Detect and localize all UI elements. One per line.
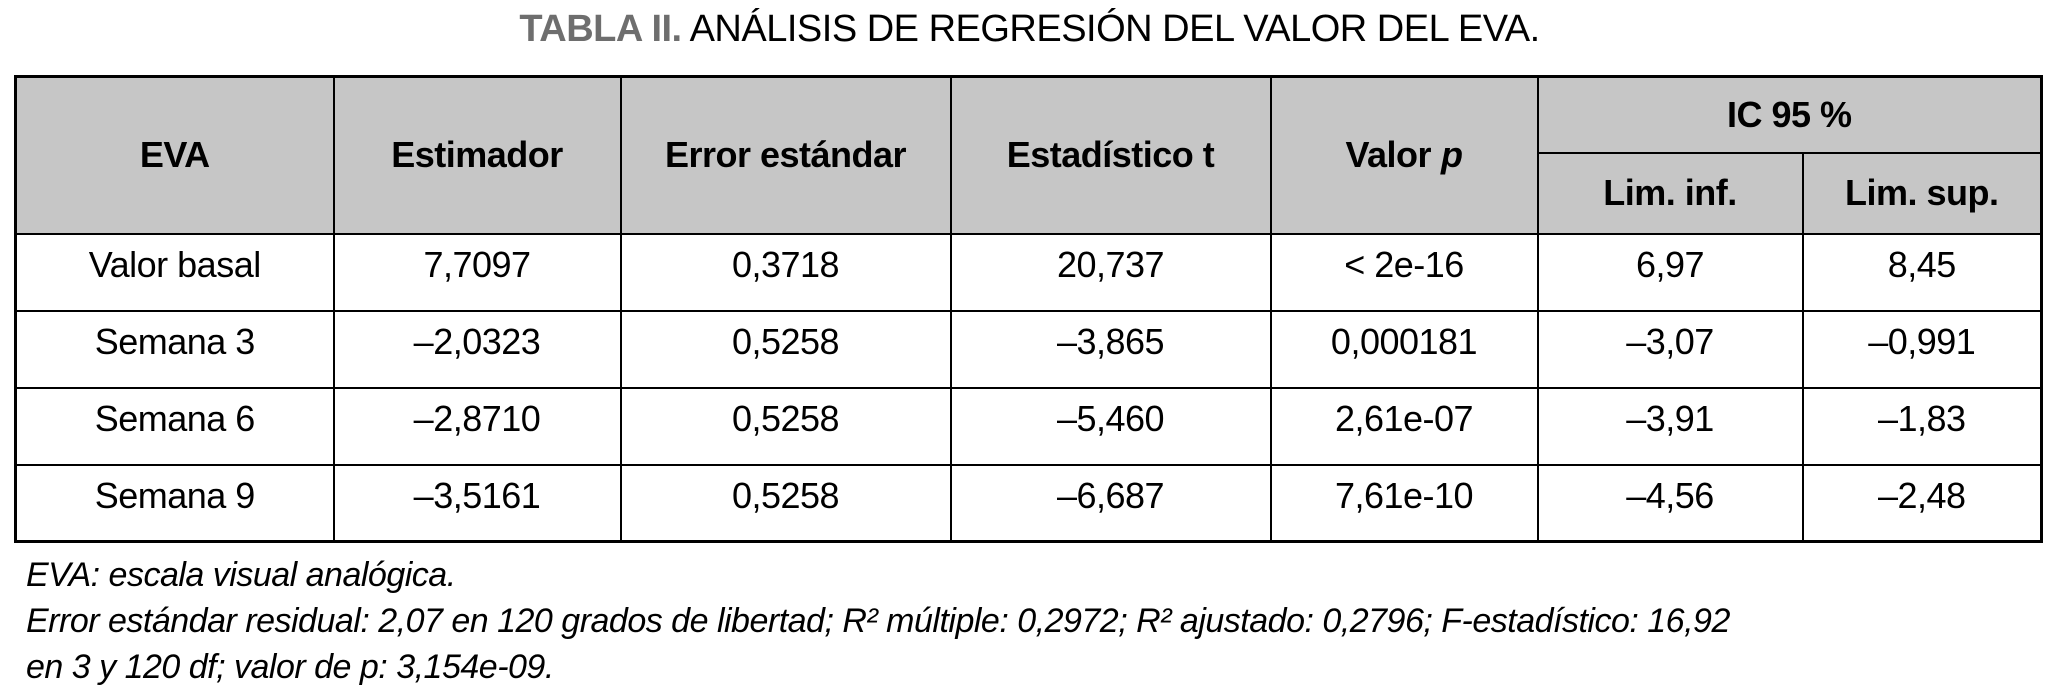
header-valor-p: Valor p <box>1269 75 1539 235</box>
header-estimador: Estimador <box>332 75 622 235</box>
header-error-estandar: Error estándar <box>619 75 952 235</box>
cell-valor-p: 0,000181 <box>1269 309 1539 389</box>
cell-lim-inf: 6,97 <box>1536 232 1804 312</box>
header-eva: EVA <box>14 75 335 235</box>
header-row-top: EVA Estimador Error estándar Estadístico… <box>14 75 2043 235</box>
cell-lim-sup: 8,45 <box>1801 232 2043 312</box>
cell-lim-sup: –2,48 <box>1801 463 2043 543</box>
table-row-valor-basal: Valor basal 7,7097 0,3718 20,737 < 2e-16… <box>14 232 2043 312</box>
cell-estimador: –2,0323 <box>332 309 622 389</box>
table-title: TABLA II. ANÁLISIS DE REGRESIÓN DEL VALO… <box>0 8 2059 51</box>
cell-valor-p: 7,61e-10 <box>1269 463 1539 543</box>
header-lim-inf: Lim. inf. <box>1536 151 1804 235</box>
cell-error-estandar: 0,5258 <box>619 386 952 466</box>
cell-row-label: Semana 3 <box>14 309 335 389</box>
header-ic95: IC 95 % <box>1536 75 2043 154</box>
cell-estimador: 7,7097 <box>332 232 622 312</box>
cell-row-label: Valor basal <box>14 232 335 312</box>
header-valor-p-symbol: p <box>1441 134 1463 176</box>
footnote-line-3: en 3 y 120 df; valor de p: 3,154e-09. <box>26 648 554 686</box>
cell-error-estandar: 0,3718 <box>619 232 952 312</box>
cell-lim-inf: –3,91 <box>1536 386 1804 466</box>
cell-estimador: –3,5161 <box>332 463 622 543</box>
header-lim-sup: Lim. sup. <box>1801 151 2043 235</box>
cell-lim-inf: –3,07 <box>1536 309 1804 389</box>
cell-row-label: Semana 9 <box>14 463 335 543</box>
cell-valor-p: < 2e-16 <box>1269 232 1539 312</box>
cell-estadistico-t: –6,687 <box>949 463 1272 543</box>
cell-error-estandar: 0,5258 <box>619 463 952 543</box>
cell-estadistico-t: –3,865 <box>949 309 1272 389</box>
footnote-line-2: Error estándar residual: 2,07 en 120 gra… <box>26 602 1730 640</box>
table-title-label: TABLA II. <box>519 8 682 50</box>
footnote-line-1: EVA: escala visual analógica. <box>26 556 456 594</box>
cell-lim-sup: –1,83 <box>1801 386 2043 466</box>
cell-estimador: –2,8710 <box>332 386 622 466</box>
cell-row-label: Semana 6 <box>14 386 335 466</box>
footnotes: EVA: escala visual analógica. Error está… <box>26 552 2036 690</box>
table-row-semana-6: Semana 6 –2,8710 0,5258 –5,460 2,61e-07 … <box>14 386 2043 466</box>
table-title-text: ANÁLISIS DE REGRESIÓN DEL VALOR DEL EVA. <box>681 8 1541 50</box>
cell-lim-sup: –0,991 <box>1801 309 2043 389</box>
header-estadistico-t: Estadístico t <box>949 75 1272 235</box>
regression-table: EVA Estimador Error estándar Estadístico… <box>14 75 2043 543</box>
cell-lim-inf: –4,56 <box>1536 463 1804 543</box>
table-row-semana-9: Semana 9 –3,5161 0,5258 –6,687 7,61e-10 … <box>14 463 2043 543</box>
table-row-semana-3: Semana 3 –2,0323 0,5258 –3,865 0,000181 … <box>14 309 2043 389</box>
cell-error-estandar: 0,5258 <box>619 309 952 389</box>
header-valor-p-prefix: Valor <box>1345 134 1432 176</box>
cell-estadistico-t: –5,460 <box>949 386 1272 466</box>
cell-valor-p: 2,61e-07 <box>1269 386 1539 466</box>
cell-estadistico-t: 20,737 <box>949 232 1272 312</box>
header-row-bottom: Lim. inf. Lim. sup. <box>16 151 2043 235</box>
